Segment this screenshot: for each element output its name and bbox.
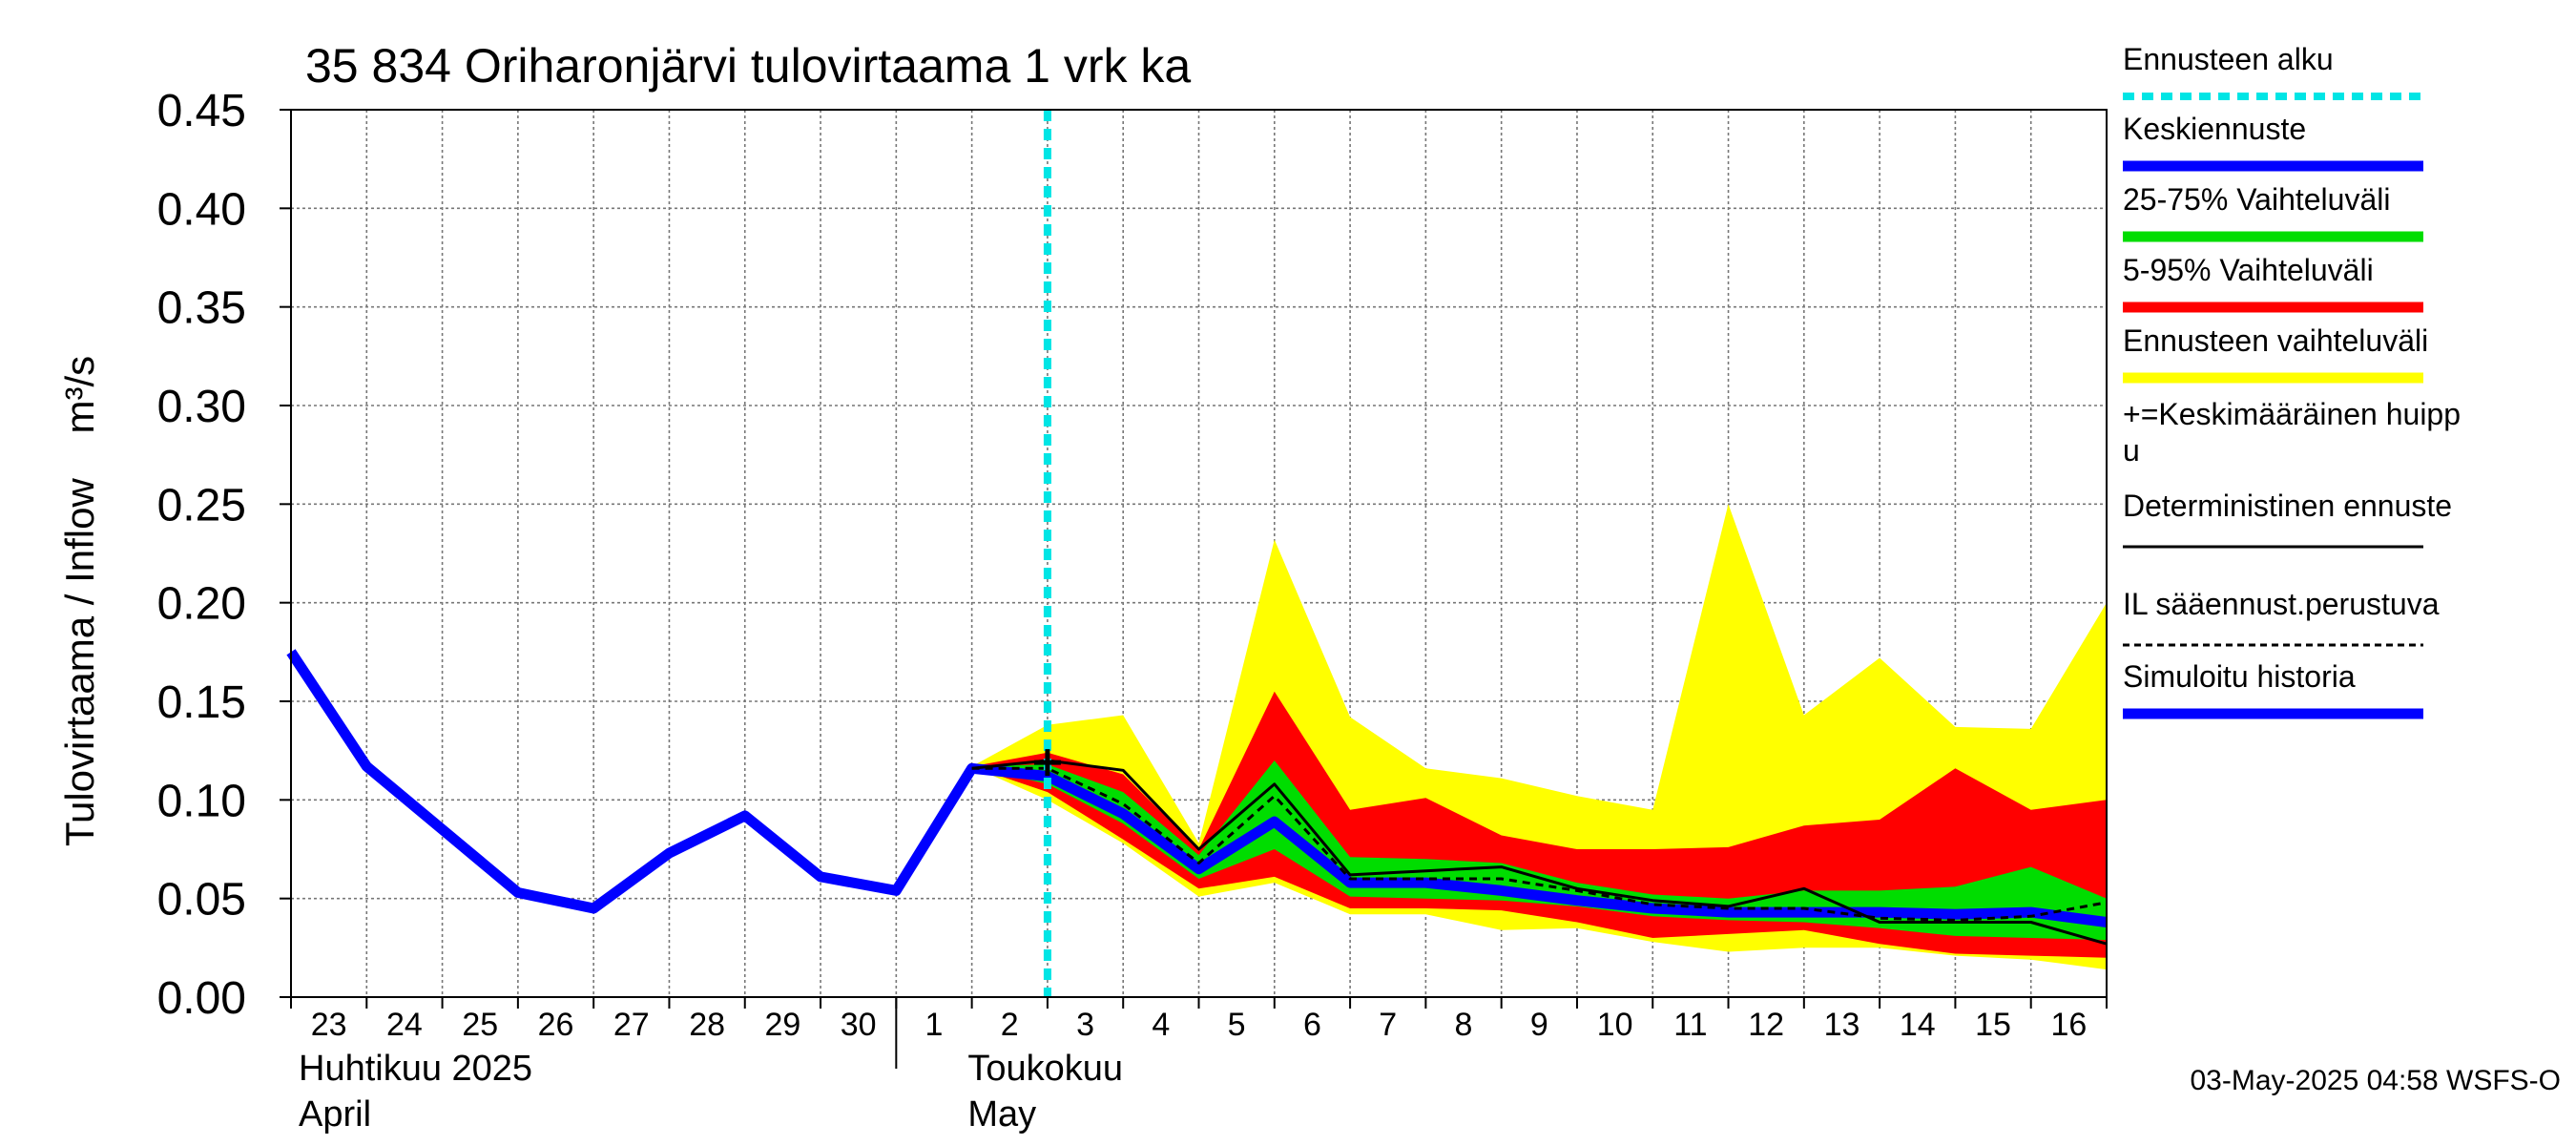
x-tick-label: 2 xyxy=(1001,1007,1019,1043)
legend-label: +=Keskimääräinen huipp xyxy=(2123,397,2461,431)
legend-label: Ennusteen vaihteluväli xyxy=(2123,323,2428,358)
legend-label-cont: u xyxy=(2123,433,2140,468)
x-tick-label: 25 xyxy=(462,1007,498,1043)
y-axis-label: Tulovirtaama / Inflow m³/s xyxy=(57,356,102,846)
month-label-fi: Huhtikuu 2025 xyxy=(299,1049,532,1089)
x-tick-label: 15 xyxy=(1975,1007,2011,1043)
legend-label: 5-95% Vaihteluväli xyxy=(2123,253,2374,287)
axes: 0.00 0.05 0.10 0.15 0.20 0.25 0.30 0.35 0.40 0.45… xyxy=(157,86,2108,1135)
x-tick-label: 28 xyxy=(689,1007,725,1043)
x-tick-label: 7 xyxy=(1379,1007,1397,1043)
series-il-saaennuste xyxy=(971,766,2108,922)
x-tick-label: 24 xyxy=(386,1007,423,1043)
series-keskiennuste xyxy=(1045,771,2108,927)
x-tick-label: 14 xyxy=(1900,1007,1936,1043)
x-tick-label: 4 xyxy=(1152,1007,1170,1043)
x-tick-label: 12 xyxy=(1748,1007,1784,1043)
x-tick-label: 11 xyxy=(1673,1007,1707,1043)
y-tick-label: 0.10 xyxy=(157,776,246,826)
legend-label: Deterministinen ennuste xyxy=(2123,489,2452,523)
x-tick-label: 29 xyxy=(764,1007,800,1043)
y-tick-label: 0.25 xyxy=(157,480,246,531)
legend-label: IL sääennust.perustuva xyxy=(2123,587,2440,621)
y-tick-label: 0.00 xyxy=(157,973,246,1024)
x-tick-label: 16 xyxy=(2050,1007,2087,1043)
series-simuloitu-historia xyxy=(286,649,1049,914)
x-tick-label: 13 xyxy=(1824,1007,1860,1043)
legend-label: Keskiennuste xyxy=(2123,112,2306,146)
x-tick-label: 10 xyxy=(1597,1007,1633,1043)
legend-label: 25-75% Vaihteluväli xyxy=(2123,182,2390,217)
x-tick-label: 5 xyxy=(1228,1007,1246,1043)
y-tick-label: 0.45 xyxy=(157,86,246,136)
y-tick-label: 0.35 xyxy=(157,283,246,334)
y-tick-label: 0.20 xyxy=(157,579,246,630)
mean-peak-marker xyxy=(1033,749,1061,777)
y-tick-label: 0.15 xyxy=(157,677,246,728)
x-tick-label: 3 xyxy=(1076,1007,1094,1043)
legend: Ennusteen alku Keskiennuste 25-75% Vaihtel… xyxy=(2123,42,2461,719)
x-tick-label: 27 xyxy=(613,1007,650,1043)
legend-label: Simuloitu historia xyxy=(2123,659,2356,694)
series-deterministinen xyxy=(971,759,2108,946)
timestamp-footer: 03-May-2025 04:58 WSFS-O xyxy=(2191,1065,2562,1096)
month-label-en: April xyxy=(299,1094,371,1135)
legend-label: Ennusteen alku xyxy=(2123,42,2334,76)
y-tick-label: 0.30 xyxy=(157,382,246,432)
x-tick-label: 8 xyxy=(1455,1007,1473,1043)
y-tick-label: 0.40 xyxy=(157,184,246,235)
plot-area xyxy=(286,110,2108,997)
x-tick-label: 30 xyxy=(841,1007,877,1043)
month-label-fi: Toukokuu xyxy=(967,1049,1123,1089)
x-tick-label: 9 xyxy=(1530,1007,1548,1043)
x-tick-label: 6 xyxy=(1303,1007,1321,1043)
x-tick-label: 23 xyxy=(311,1007,347,1043)
y-tick-label: 0.05 xyxy=(157,875,246,926)
band-25-75 xyxy=(971,760,2107,941)
month-label-en: May xyxy=(967,1094,1036,1135)
chart-title: 35 834 Oriharonjärvi tulovirtaama 1 vrk … xyxy=(305,39,1191,93)
x-tick-label: 26 xyxy=(538,1007,574,1043)
x-tick-label: 1 xyxy=(925,1007,944,1043)
